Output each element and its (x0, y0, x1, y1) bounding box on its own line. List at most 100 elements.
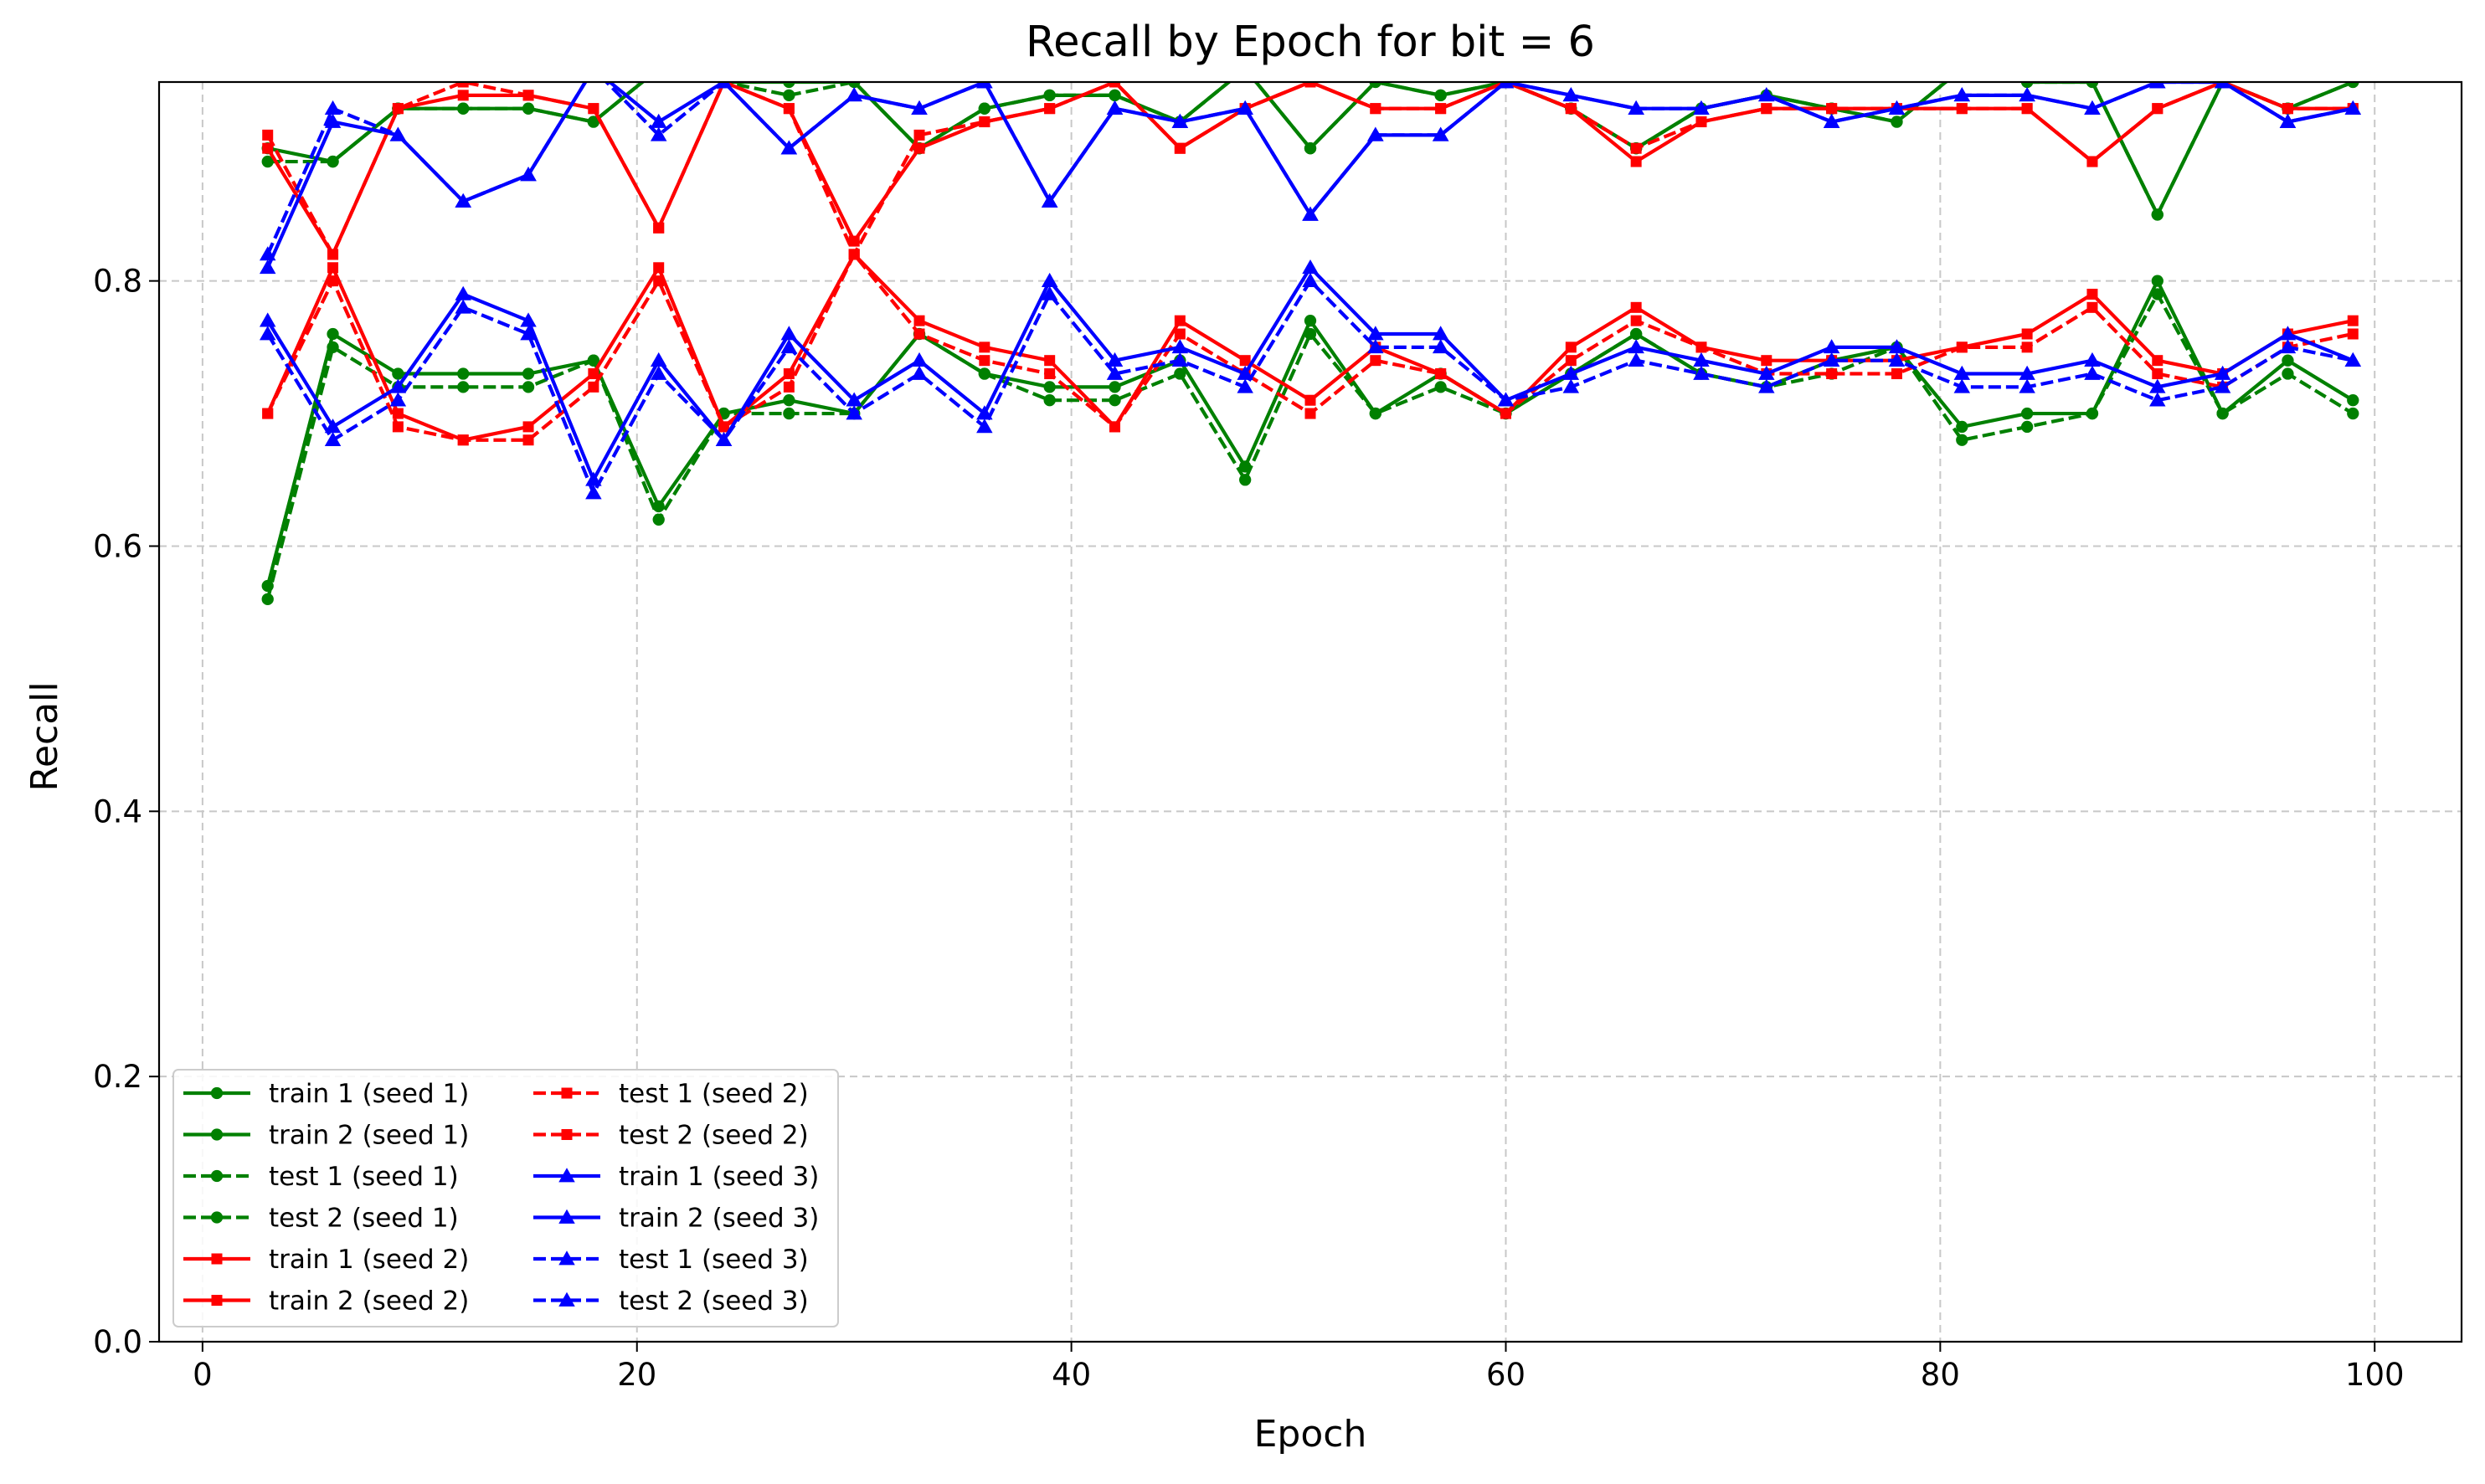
data-point (978, 367, 990, 380)
data-point (650, 113, 667, 128)
data-point (1239, 355, 1251, 367)
data-point (979, 341, 990, 353)
data-point (1953, 87, 1971, 102)
data-point (389, 392, 407, 407)
data-point (1562, 378, 1580, 393)
data-point (913, 129, 925, 141)
data-point (976, 82, 993, 89)
data-point (1956, 420, 1968, 434)
data-point (846, 87, 862, 102)
legend-label: test 1 (seed 1) (269, 1162, 459, 1192)
data-point (979, 355, 990, 367)
data-point (259, 259, 276, 275)
data-point (2347, 407, 2359, 420)
data-point (2086, 288, 2098, 300)
legend-marker (558, 1291, 575, 1307)
data-point (327, 249, 339, 260)
data-point (780, 140, 798, 155)
data-point (1304, 142, 1317, 155)
data-point (2084, 352, 2101, 367)
data-point (1695, 116, 1707, 128)
data-point (652, 513, 665, 526)
data-point (1044, 103, 1056, 115)
data-point (261, 593, 274, 605)
legend-label: test 2 (seed 3) (619, 1286, 809, 1317)
series-12 (259, 272, 2362, 500)
legend-marker (210, 1128, 224, 1141)
data-point (1044, 368, 1056, 380)
data-point (979, 116, 990, 128)
data-point (2149, 392, 2166, 407)
data-point (1823, 352, 1840, 367)
data-point (2152, 368, 2163, 380)
data-point (259, 326, 276, 341)
data-point (1043, 394, 1056, 407)
data-point (522, 367, 535, 380)
data-point (1628, 339, 1644, 354)
data-point (2151, 275, 2163, 287)
data-point (1369, 82, 1381, 89)
legend-item: train 2 (seed 2) (183, 1286, 469, 1317)
data-point (653, 275, 665, 287)
legend-marker (211, 1253, 223, 1265)
data-point (1630, 315, 1642, 326)
data-point (1370, 355, 1381, 367)
data-point (457, 381, 470, 393)
data-point (1239, 474, 1252, 486)
data-point (522, 434, 534, 446)
data-point (1434, 381, 1447, 393)
data-point (522, 381, 535, 393)
x-tick-label: 80 (1921, 1357, 1960, 1393)
data-point (389, 378, 407, 393)
data-point (1758, 87, 1775, 102)
data-point (389, 126, 407, 141)
data-point (1891, 368, 1902, 380)
legend-marker (210, 1169, 224, 1183)
data-point (2347, 82, 2359, 89)
data-point (520, 312, 537, 327)
legend-label: test 2 (seed 1) (269, 1204, 459, 1234)
data-point (1888, 352, 1906, 367)
tick-layer: 0 20 40 60 80 100 0.0 0.2 0.4 0.6 0.8 (93, 264, 2404, 1393)
data-point (1106, 365, 1124, 380)
data-point (715, 82, 733, 89)
y-tick-label: 0.4 (93, 793, 142, 829)
data-point (1695, 341, 1707, 353)
data-point (259, 246, 276, 261)
data-point (1826, 368, 1838, 380)
data-point (976, 418, 993, 434)
data-point (1630, 156, 1642, 167)
data-point (1628, 352, 1644, 367)
data-point (1826, 103, 1838, 115)
data-point (1174, 328, 1186, 340)
data-point (1171, 339, 1189, 354)
data-point (1367, 126, 1384, 141)
data-point (2149, 378, 2166, 393)
data-point (780, 326, 798, 341)
legend-label: train 2 (seed 3) (619, 1204, 819, 1234)
legend-label: test 2 (seed 2) (619, 1121, 809, 1151)
data-point (715, 431, 733, 447)
data-point (848, 235, 860, 247)
data-point (1565, 355, 1577, 367)
data-point (1956, 341, 1968, 353)
data-point (2344, 352, 2362, 367)
data-point (457, 82, 469, 88)
data-point (1174, 367, 1186, 380)
data-point (1435, 368, 1447, 380)
data-point (1304, 82, 1316, 88)
series-8 (262, 249, 2359, 446)
data-point (780, 339, 798, 354)
data-point (1432, 126, 1449, 141)
series-11 (259, 82, 2362, 261)
y-tick-label: 0.6 (93, 528, 142, 564)
data-point (457, 102, 470, 115)
legend-label: test 1 (seed 3) (619, 1245, 809, 1275)
data-point (1109, 381, 1121, 393)
legend-marker (561, 1129, 573, 1140)
legend-item: test 2 (seed 1) (183, 1204, 459, 1234)
data-point (1370, 103, 1381, 115)
data-point (1953, 378, 1971, 393)
